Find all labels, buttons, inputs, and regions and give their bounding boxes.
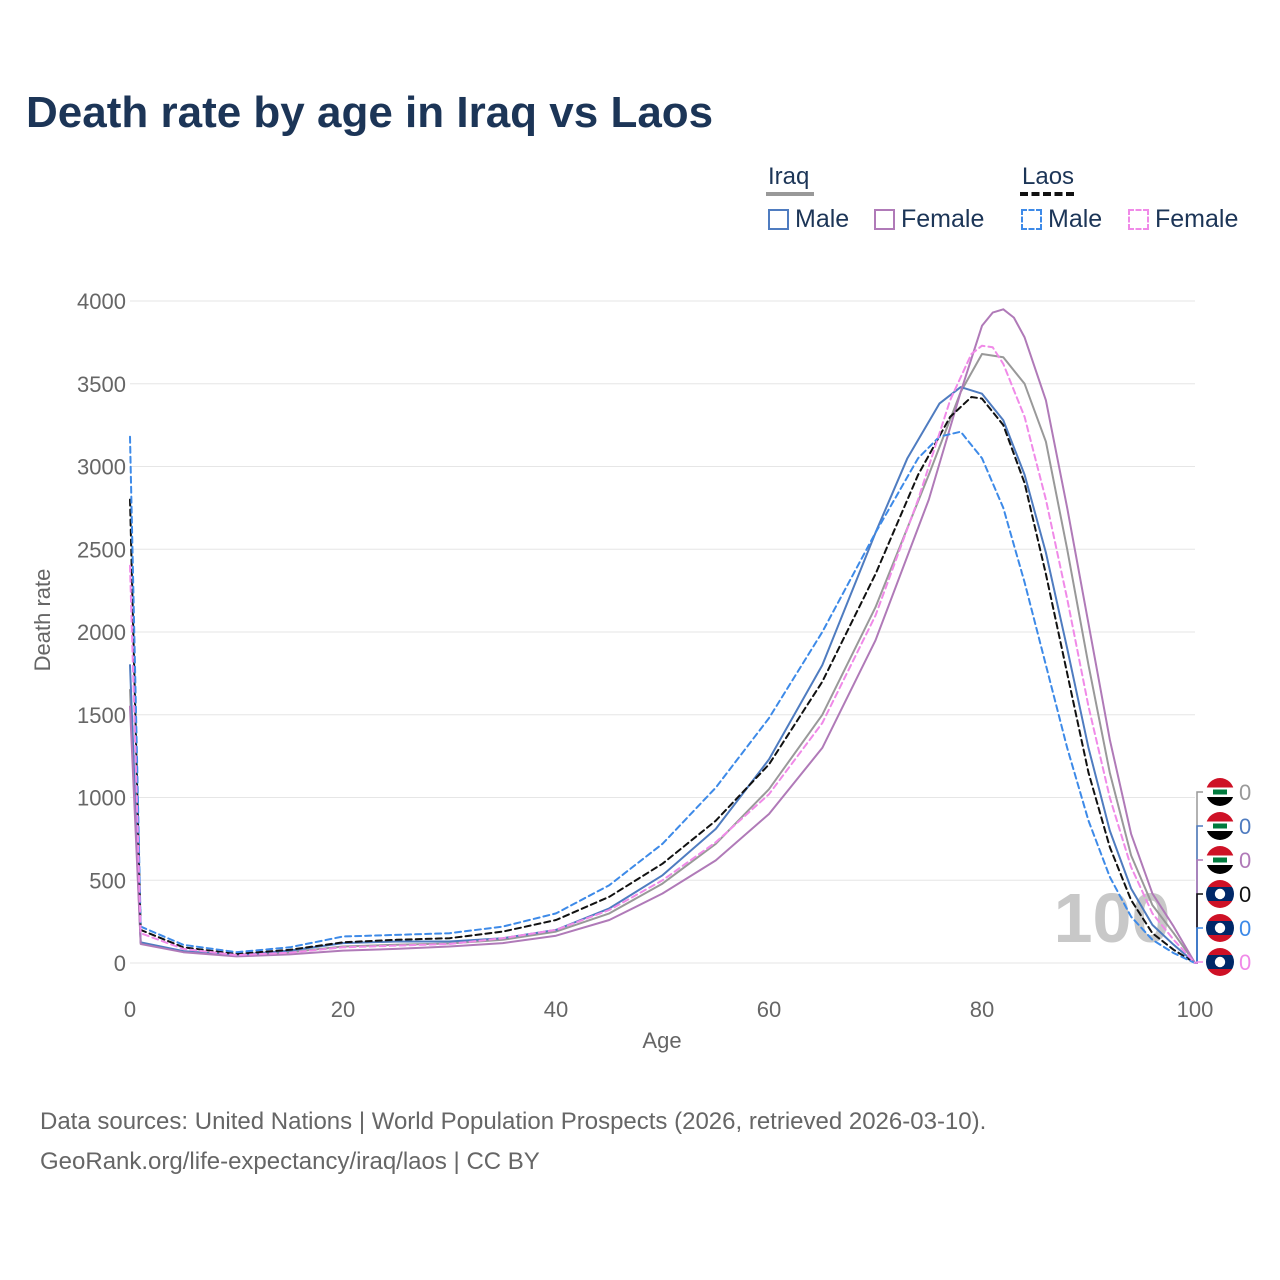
end-label-leader <box>1195 961 1203 964</box>
chart-title: Death rate by age in Iraq vs Laos <box>26 88 714 137</box>
iraq-flag-icon <box>1206 846 1234 874</box>
year-watermark: 100 <box>1054 879 1171 957</box>
legend-group-iraq: Iraq <box>768 163 810 190</box>
axes: 0 500 1000 1500 2000 2500 3000 3500 4000 0 20 40 60 8… <box>77 289 1213 1022</box>
y-tick-label: 2000 <box>77 620 126 645</box>
y-tick-label: 4000 <box>77 289 126 314</box>
legend-swatch <box>874 209 895 230</box>
end-labels: 0 0 0 0 0 0 <box>1195 778 1251 976</box>
source-line-1: Data sources: United Nations | World Pop… <box>40 1108 987 1135</box>
legend-swatch <box>1021 209 1042 230</box>
end-label-value: 0 <box>1239 950 1251 975</box>
iraq-flag-icon <box>1206 778 1234 806</box>
gridlines <box>130 300 1195 964</box>
laos-flag-icon <box>1206 880 1234 908</box>
x-axis-label: Age <box>642 1028 681 1053</box>
laos-flag-icon <box>1206 948 1234 976</box>
end-label-value: 0 <box>1239 848 1251 873</box>
end-label-leader <box>1195 927 1203 964</box>
x-tick-label: 0 <box>124 997 136 1022</box>
legend-label: Male <box>1048 205 1103 233</box>
end-label-leader <box>1195 859 1203 964</box>
legend-label: Male <box>795 205 850 233</box>
x-tick-label: 20 <box>331 997 355 1022</box>
legend-item-laos-male[interactable]: Male <box>1021 205 1102 234</box>
y-tick-label: 1500 <box>77 703 126 728</box>
laos-flag-icon <box>1206 914 1234 942</box>
legend-item-iraq-female[interactable]: Female <box>874 205 984 234</box>
y-tick-label: 0 <box>114 951 126 976</box>
x-tick-label: 80 <box>970 997 994 1022</box>
end-label-value: 0 <box>1239 780 1251 805</box>
series-line-iraq-total[interactable] <box>129 353 1196 964</box>
series-line-iraq-male[interactable] <box>129 386 1196 964</box>
y-tick-label: 3000 <box>77 455 126 480</box>
legend-swatch <box>768 209 789 230</box>
x-tick-label: 60 <box>757 997 781 1022</box>
end-label-value: 0 <box>1239 916 1251 941</box>
end-label-value: 0 <box>1239 882 1251 907</box>
series-line-iraq-female[interactable] <box>129 308 1196 964</box>
x-tick-label: 40 <box>544 997 568 1022</box>
series-line-laos-female[interactable] <box>129 344 1196 964</box>
end-label-leader <box>1195 791 1203 964</box>
legend-group-laos-underline <box>1020 192 1074 196</box>
iraq-flag-icon <box>1206 812 1234 840</box>
y-axis-label: Death rate <box>30 569 55 672</box>
end-label-value: 0 <box>1239 814 1251 839</box>
legend-label: Female <box>1155 205 1239 233</box>
legend-item-laos-female[interactable]: Female <box>1128 205 1238 234</box>
y-tick-label: 3500 <box>77 372 126 397</box>
y-tick-label: 500 <box>89 868 126 893</box>
series-line-laos-male[interactable] <box>129 430 1196 964</box>
legend-label: Female <box>901 205 985 233</box>
legend-group-laos: Laos <box>1022 163 1075 190</box>
series-line-laos-total[interactable] <box>129 396 1196 964</box>
series-lines <box>129 308 1196 964</box>
legend-swatch <box>1128 209 1149 230</box>
x-tick-label: 100 <box>1177 997 1214 1022</box>
legend-group-iraq-underline <box>766 192 814 196</box>
legend-item-iraq-male[interactable]: Male <box>768 205 849 234</box>
y-tick-label: 2500 <box>77 537 126 562</box>
y-tick-label: 1000 <box>77 786 126 811</box>
source-line-2[interactable]: GeoRank.org/life-expectancy/iraq/laos | … <box>40 1148 540 1175</box>
